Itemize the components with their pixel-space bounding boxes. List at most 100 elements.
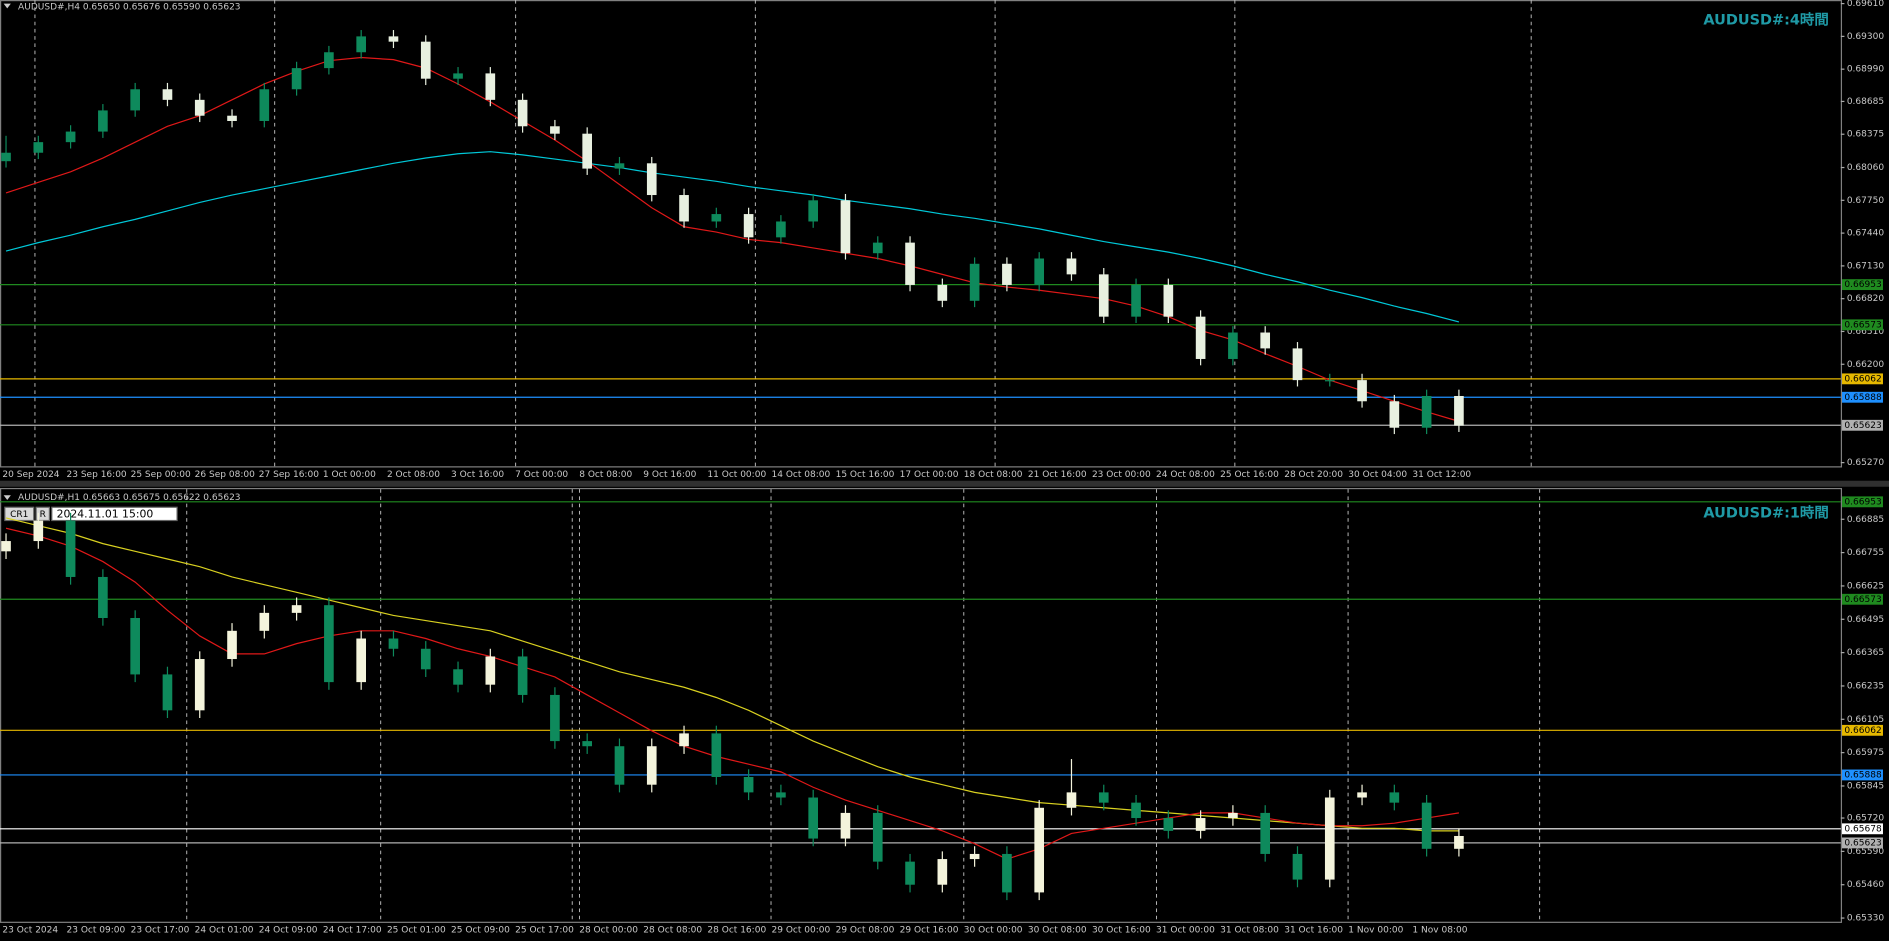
candle-body	[194, 659, 205, 711]
level-badge	[1842, 593, 1883, 605]
candle-body	[969, 263, 980, 301]
level-badge	[1842, 319, 1883, 331]
price-label: 0.69610	[1847, 0, 1885, 9]
collapse-icon[interactable]	[3, 495, 11, 501]
candle-body	[550, 126, 560, 134]
candle-body	[291, 68, 302, 90]
candle-body	[1195, 316, 1206, 359]
cr-button[interactable]	[4, 506, 35, 522]
time-label: 23 Oct 17:00	[131, 926, 190, 936]
candle-body	[1389, 401, 1400, 428]
candle-body	[130, 617, 140, 675]
candle-body	[227, 115, 237, 121]
cr-label: CR1	[10, 510, 28, 520]
candle-body	[614, 746, 625, 785]
time-label: 31 Oct 00:00	[1156, 926, 1215, 936]
candle-body	[905, 861, 915, 885]
candle-body	[1389, 792, 1400, 803]
level-label: 0.66062	[1844, 374, 1881, 384]
candle-body	[227, 630, 237, 660]
candle-body	[420, 648, 431, 670]
price-label: 0.68685	[1847, 97, 1884, 107]
time-label: 2 Oct 08:00	[387, 470, 440, 480]
time-label: 28 Oct 08:00	[643, 926, 702, 936]
time-label: 25 Oct 16:00	[1220, 470, 1279, 480]
time-label: 9 Oct 16:00	[643, 470, 696, 480]
candle-body	[517, 656, 528, 695]
price-label: 0.69300	[1847, 32, 1885, 42]
candle-body	[743, 777, 754, 793]
candle-body	[1, 541, 11, 552]
candle-body	[743, 214, 754, 238]
candle-body	[1357, 792, 1367, 798]
candle-body	[33, 142, 44, 153]
time-label: 24 Oct 08:00	[1156, 470, 1215, 480]
candle-body	[356, 638, 366, 683]
candle-body	[98, 110, 108, 132]
time-label: 28 Oct 16:00	[707, 926, 766, 936]
collapse-icon[interactable]	[3, 3, 11, 9]
level-badge	[1842, 279, 1883, 291]
level-badge	[1842, 837, 1883, 849]
candle-body	[1, 152, 11, 162]
panel-title: AUDUSD#:1時間	[1703, 504, 1828, 521]
candle-body	[33, 520, 44, 542]
candle-body	[872, 812, 883, 862]
candle-body	[130, 89, 140, 111]
candle-body	[420, 41, 431, 79]
candle-body	[1195, 818, 1206, 831]
price-label: 0.65330	[1847, 914, 1885, 924]
price-label: 0.66495	[1847, 615, 1884, 625]
price-label: 0.65590	[1847, 847, 1885, 857]
moving-average	[5, 56, 1460, 422]
candle-body	[453, 73, 463, 79]
time-label: 27 Sep 16:00	[259, 470, 319, 480]
candle-body	[646, 746, 657, 785]
candle-body	[324, 52, 334, 69]
date-field[interactable]	[51, 506, 178, 522]
candle-body	[1228, 332, 1238, 359]
time-label: 3 Oct 16:00	[451, 470, 504, 480]
candle-body	[1163, 818, 1174, 831]
candle-body	[582, 741, 592, 747]
candle-body	[937, 859, 948, 885]
level-label: 0.66573	[1844, 595, 1882, 605]
time-label: 14 Oct 08:00	[772, 470, 831, 480]
time-label: 24 Oct 01:00	[195, 926, 254, 936]
candle-body	[808, 797, 819, 839]
candle-body	[1098, 274, 1109, 317]
time-label: 28 Oct 00:00	[579, 926, 638, 936]
candle-body	[840, 200, 851, 254]
candle-body	[1357, 380, 1367, 402]
moving-average	[5, 517, 1459, 832]
candle-body	[1228, 812, 1238, 819]
candle-body	[646, 163, 657, 196]
candle-body	[1292, 348, 1303, 381]
level-badge	[1842, 823, 1883, 835]
candle-body	[969, 853, 980, 860]
level-label: 0.65623	[1844, 421, 1882, 431]
candle-body	[1454, 835, 1464, 849]
time-label: 25 Oct 01:00	[387, 926, 446, 936]
level-label: 0.65888	[1844, 393, 1882, 403]
time-label: 24 Oct 17:00	[323, 926, 382, 936]
level-label: 0.66953	[1844, 280, 1882, 290]
candle-body	[485, 656, 496, 685]
level-label: 0.65678	[1844, 824, 1882, 834]
candle-body	[291, 605, 302, 613]
candle-body	[840, 812, 851, 839]
time-label: 25 Oct 09:00	[451, 926, 510, 936]
time-label: 30 Oct 08:00	[1028, 926, 1087, 936]
r-button[interactable]	[35, 506, 50, 522]
candle-body	[1002, 263, 1012, 285]
time-label: 18 Oct 08:00	[964, 470, 1023, 480]
candle-body	[614, 163, 625, 169]
candle-body	[485, 73, 496, 100]
time-label: 30 Oct 00:00	[964, 926, 1023, 936]
candle-body	[1034, 258, 1045, 285]
candle-body	[679, 195, 689, 222]
time-label: 29 Oct 08:00	[836, 926, 895, 936]
panel-title: AUDUSD#:4時間	[1703, 11, 1828, 28]
time-label: 30 Oct 16:00	[1092, 926, 1151, 936]
time-label: 21 Oct 16:00	[1028, 470, 1087, 480]
